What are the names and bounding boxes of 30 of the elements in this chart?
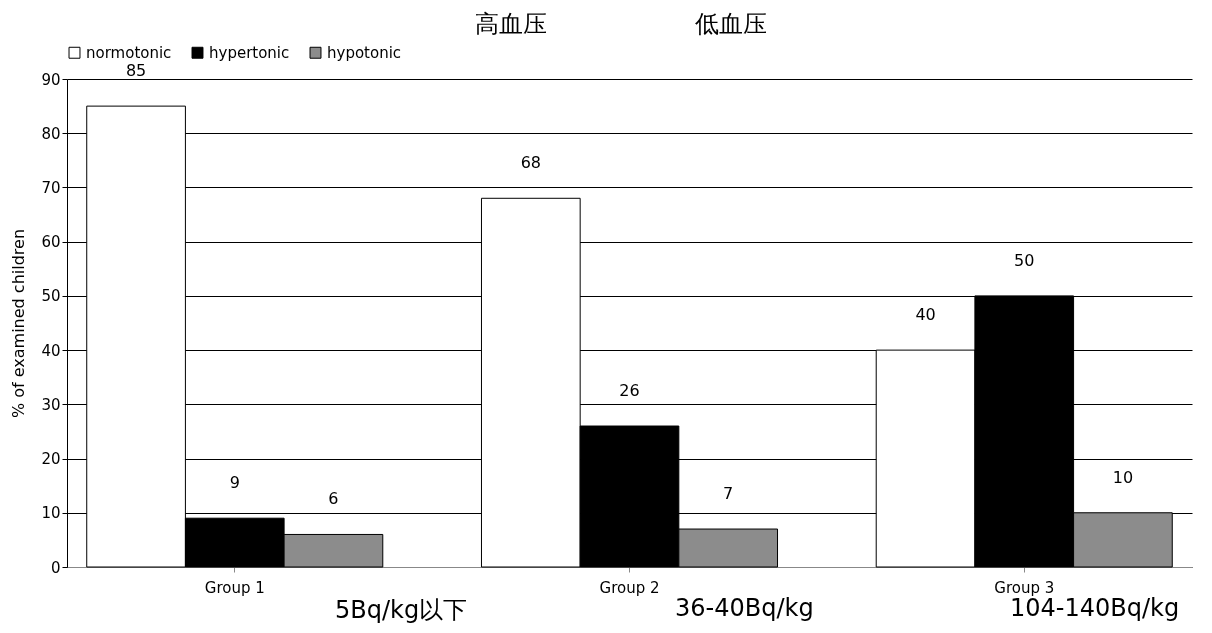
y-tick-label: 10: [41, 504, 61, 523]
y-tick-label: 40: [41, 341, 61, 360]
y-tick-label: 80: [41, 124, 61, 143]
y-tick-label: 50: [41, 287, 61, 306]
data-label: 50: [1014, 250, 1035, 270]
text: 5Bq/kg以下: [335, 595, 468, 626]
data-label: 68: [520, 153, 541, 173]
legend-label: hypertonic: [209, 43, 290, 62]
x-tick-label: Group 3: [994, 578, 1055, 597]
data-label: 9: [229, 473, 240, 493]
text: 高血压: [475, 9, 547, 40]
data-label: 7: [723, 484, 734, 504]
y-tick-label: 20: [41, 450, 61, 469]
y-tick-label: 90: [41, 70, 61, 89]
y-tick-label: 70: [41, 178, 61, 197]
legend-label: hypotonic: [327, 43, 402, 62]
legend-label: normotonic: [86, 43, 172, 62]
y-tick-label: 30: [41, 395, 61, 414]
x-tick-label: Group 1: [204, 578, 265, 597]
data-label: 40: [915, 305, 936, 325]
y-axis-title: % of examined children: [9, 228, 29, 419]
y-tick-label: 0: [50, 558, 61, 577]
data-label: 26: [619, 381, 640, 401]
x-tick-label: Group 2: [599, 578, 660, 597]
text: 36-40Bq/kg: [675, 594, 814, 622]
text: 低血压: [695, 9, 767, 40]
data-label: 10: [1112, 467, 1134, 487]
data-label: 85: [125, 61, 147, 81]
data-label: 6: [328, 489, 339, 509]
y-tick-label: 60: [41, 233, 61, 252]
